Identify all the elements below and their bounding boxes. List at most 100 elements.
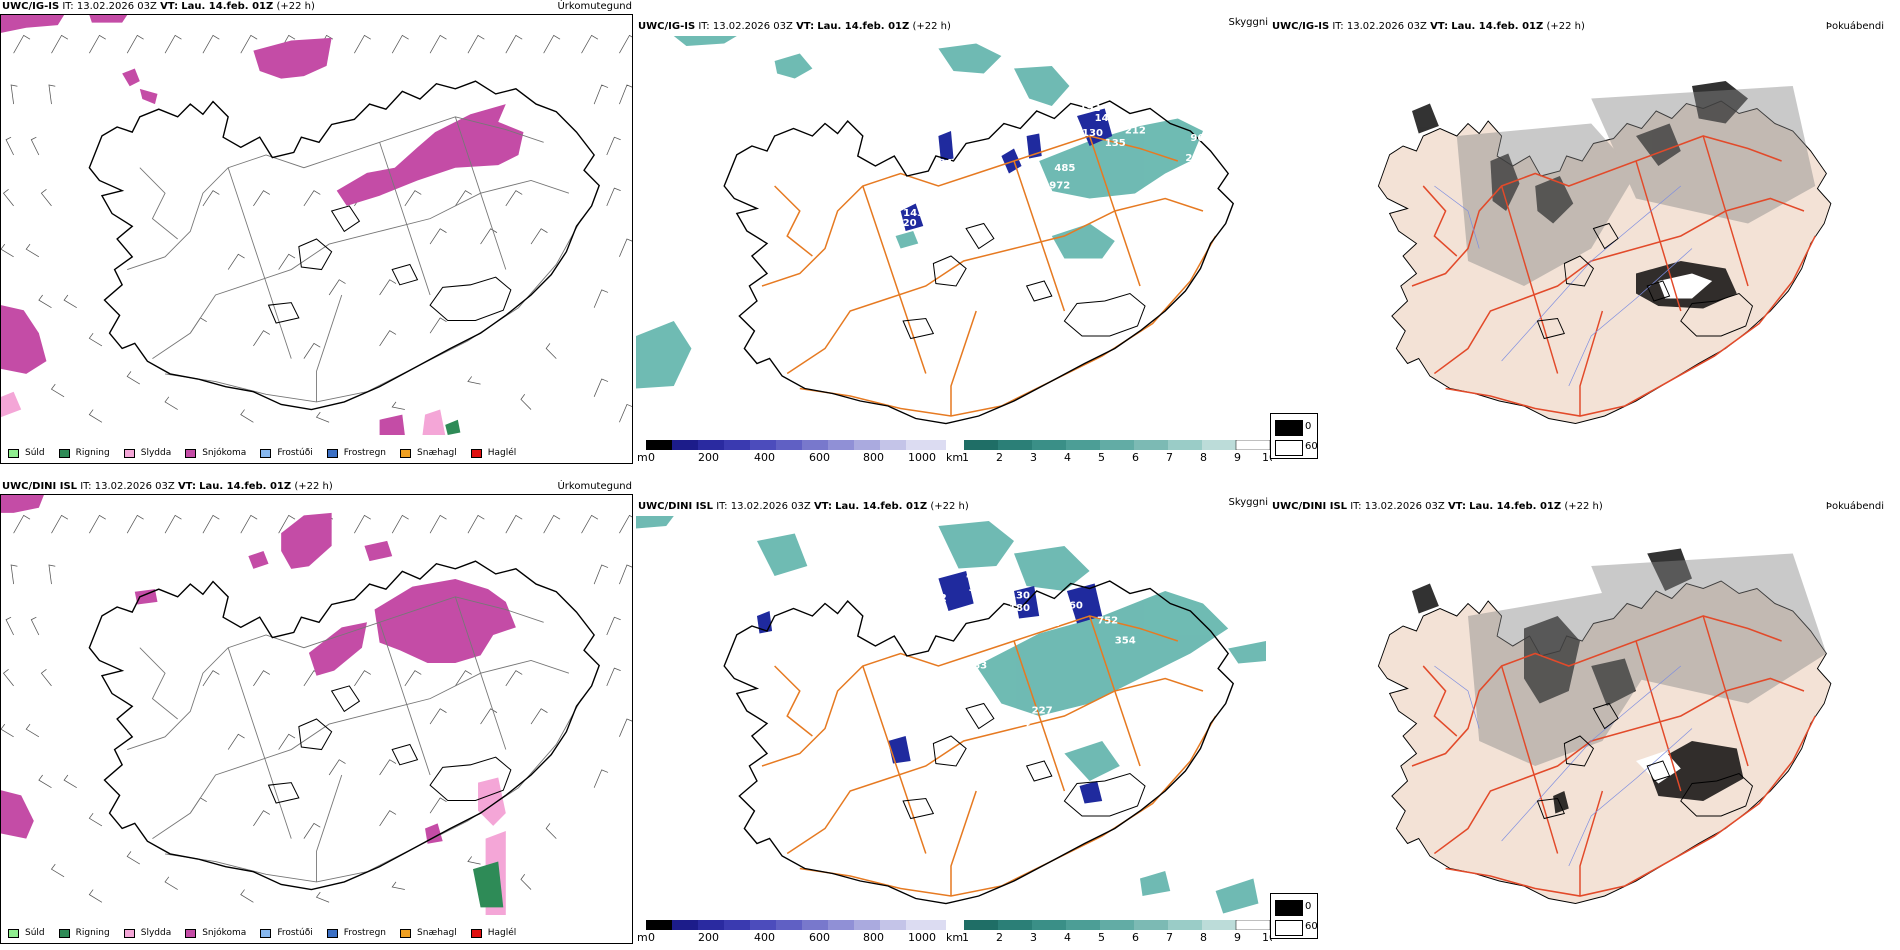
legend-swatch bbox=[470, 928, 482, 938]
precip-legend: Súld Rigning Slydda Snjókoma Frostúði Fr… bbox=[8, 448, 516, 458]
legend-item: Haglél bbox=[470, 448, 517, 458]
visibility-tick: 8 bbox=[1200, 931, 1207, 944]
model-name: UWC/IG-IS bbox=[1272, 21, 1330, 32]
visibility-unit: km bbox=[946, 931, 964, 944]
cloud-value: 143 bbox=[903, 208, 924, 219]
it-value: 13.02.2026 03Z bbox=[1346, 21, 1427, 32]
legend-label: Súld bbox=[25, 928, 45, 938]
ceiling-tick: 400 bbox=[754, 451, 775, 464]
model-name: UWC/DINI ISL bbox=[638, 501, 714, 512]
cloud-value: 354 bbox=[1115, 636, 1136, 647]
legend-swatch bbox=[58, 448, 70, 458]
it-label: IT: bbox=[62, 1, 74, 12]
legend-swatch bbox=[185, 448, 197, 458]
legend-item: Snæhagl bbox=[400, 928, 457, 938]
precip-legend: Súld Rigning Slydda Snjókoma Frostúði Fr… bbox=[8, 928, 516, 938]
rain-areas bbox=[445, 419, 461, 435]
ceiling-tick: 1000 bbox=[908, 451, 936, 464]
model-name: UWC/DINI ISL bbox=[2, 481, 78, 492]
cloud-panel-top: UWC/IG-IS IT: 13.02.2026 03Z VT: Lau. 14… bbox=[636, 0, 1272, 470]
it-value: 13.02.2026 03Z bbox=[1364, 501, 1445, 512]
vt-label: VT: bbox=[1430, 21, 1449, 32]
it-value: 13.02.2026 03Z bbox=[730, 501, 811, 512]
legend-item: Snæhagl bbox=[400, 448, 457, 458]
fog-dark-areas bbox=[1412, 548, 1744, 814]
legend-item: Snjókoma bbox=[185, 448, 246, 458]
ceiling-tick: 800 bbox=[863, 451, 884, 464]
visibility-tick: 1 bbox=[962, 931, 969, 944]
legend-swatch bbox=[326, 448, 338, 458]
visibility-tick: 9 bbox=[1234, 931, 1241, 944]
legend-label: Súld bbox=[25, 448, 45, 458]
fog-swatch-light bbox=[1275, 440, 1303, 456]
fog-panel-top: UWC/IG-IS IT: 13.02.2026 03Z VT: Lau. 14… bbox=[1270, 0, 1900, 470]
it-label: IT: bbox=[80, 481, 92, 492]
legend-label: Frostúði bbox=[277, 928, 313, 938]
legend-swatch bbox=[8, 928, 19, 938]
vt-value: Lau. 14.feb. 01Z bbox=[181, 1, 274, 12]
legend-label: Haglél bbox=[487, 448, 517, 458]
cloud-value: 335 bbox=[971, 623, 992, 634]
cloud-value: 282 bbox=[926, 593, 947, 604]
visibility-tick: 4 bbox=[1064, 451, 1071, 464]
cloud-panel-bottom: UWC/DINI ISL IT: 13.02.2026 03Z VT: Lau.… bbox=[636, 480, 1272, 950]
lead-time: (+22 h) bbox=[1546, 21, 1585, 32]
ceiling-tick: 400 bbox=[754, 931, 775, 944]
vt-label: VT: bbox=[160, 1, 179, 12]
cloud-value: 409 bbox=[966, 571, 987, 582]
fog-grey-areas bbox=[1456, 86, 1816, 286]
vt-label: VT: bbox=[1447, 501, 1466, 512]
visibility-tick: 7 bbox=[1166, 451, 1173, 464]
ceiling-unit: m bbox=[637, 931, 648, 944]
fog-panel-bottom: UWC/DINI ISL IT: 13.02.2026 03Z VT: Lau.… bbox=[1270, 480, 1900, 950]
cloud-value: 84 bbox=[938, 158, 952, 169]
cloud-value: 836 bbox=[1032, 186, 1053, 197]
sleet-areas bbox=[1, 391, 446, 435]
cloud-value: 123 bbox=[888, 581, 909, 592]
it-label: IT: bbox=[1332, 21, 1344, 32]
legend-item: Haglél bbox=[470, 928, 516, 938]
fog-grey-areas bbox=[1468, 553, 1827, 766]
cloud-value: 972 bbox=[1049, 181, 1070, 192]
fog-tick: 0 bbox=[1305, 421, 1312, 432]
legend-item: Frostregn bbox=[326, 928, 387, 938]
cloud-values-top: 72 192 147 130 212 135 967 485 972 836 7… bbox=[739, 71, 1211, 229]
it-value: 13.02.2026 03Z bbox=[94, 481, 175, 492]
legend-label: Snjókoma bbox=[202, 448, 247, 458]
panel-header: UWC/IG-IS IT: 13.02.2026 03Z VT: Lau. 14… bbox=[1272, 21, 1896, 33]
it-value: 13.02.2026 03Z bbox=[712, 21, 793, 32]
ceiling-tick: 0 bbox=[648, 451, 655, 464]
legend-swatch bbox=[8, 448, 19, 458]
legend-item: Rigning bbox=[58, 448, 110, 458]
fog-colorbar-bottom: 0 60 bbox=[1270, 893, 1318, 939]
legend-label: Rigning bbox=[75, 448, 110, 458]
precip-panel-top: UWC/IG-IS IT: 13.02.2026 03Z VT: Lau. 14… bbox=[0, 0, 636, 470]
it-value: 13.02.2026 03Z bbox=[76, 1, 157, 12]
fog-tick: 0 bbox=[1305, 901, 1312, 912]
visibility-unit: km bbox=[946, 451, 964, 464]
legend-item: Súld bbox=[8, 448, 45, 458]
legend-item: Frostúði bbox=[260, 928, 313, 938]
visibility-tick: 5 bbox=[1098, 931, 1105, 944]
cloud-value: 130 bbox=[1082, 128, 1103, 139]
legend-label: Frostregn bbox=[343, 928, 387, 938]
cloud-value: 180 bbox=[1009, 603, 1030, 614]
legend-item: Slydda bbox=[123, 448, 172, 458]
cloud-value: 283 bbox=[966, 661, 987, 672]
ceiling-tick: 0 bbox=[648, 931, 655, 944]
ceiling-tick: 1000 bbox=[908, 931, 936, 944]
panel-header: UWC/DINI ISL IT: 13.02.2026 03Z VT: Lau.… bbox=[638, 497, 1268, 513]
fog-map-top bbox=[1377, 81, 1832, 425]
legend-label: Slydda bbox=[140, 448, 172, 458]
rain-areas bbox=[472, 861, 504, 908]
vt-value: Lau. 14.feb. 01Z bbox=[199, 481, 292, 492]
fog-swatch-dark bbox=[1275, 900, 1303, 916]
cloud-map-bottom: 123 364 409 385 282 50 130 180 260 609 3… bbox=[636, 516, 1266, 914]
legend-swatch bbox=[185, 928, 197, 938]
legend-swatch bbox=[400, 448, 412, 458]
vt-value: Lau. 14.feb. 01Z bbox=[1451, 21, 1544, 32]
snow-areas bbox=[1, 495, 516, 844]
legend-item: Rigning bbox=[58, 928, 110, 938]
visibility-tick: 9 bbox=[1234, 451, 1241, 464]
lead-time: (+22 h) bbox=[912, 21, 951, 32]
